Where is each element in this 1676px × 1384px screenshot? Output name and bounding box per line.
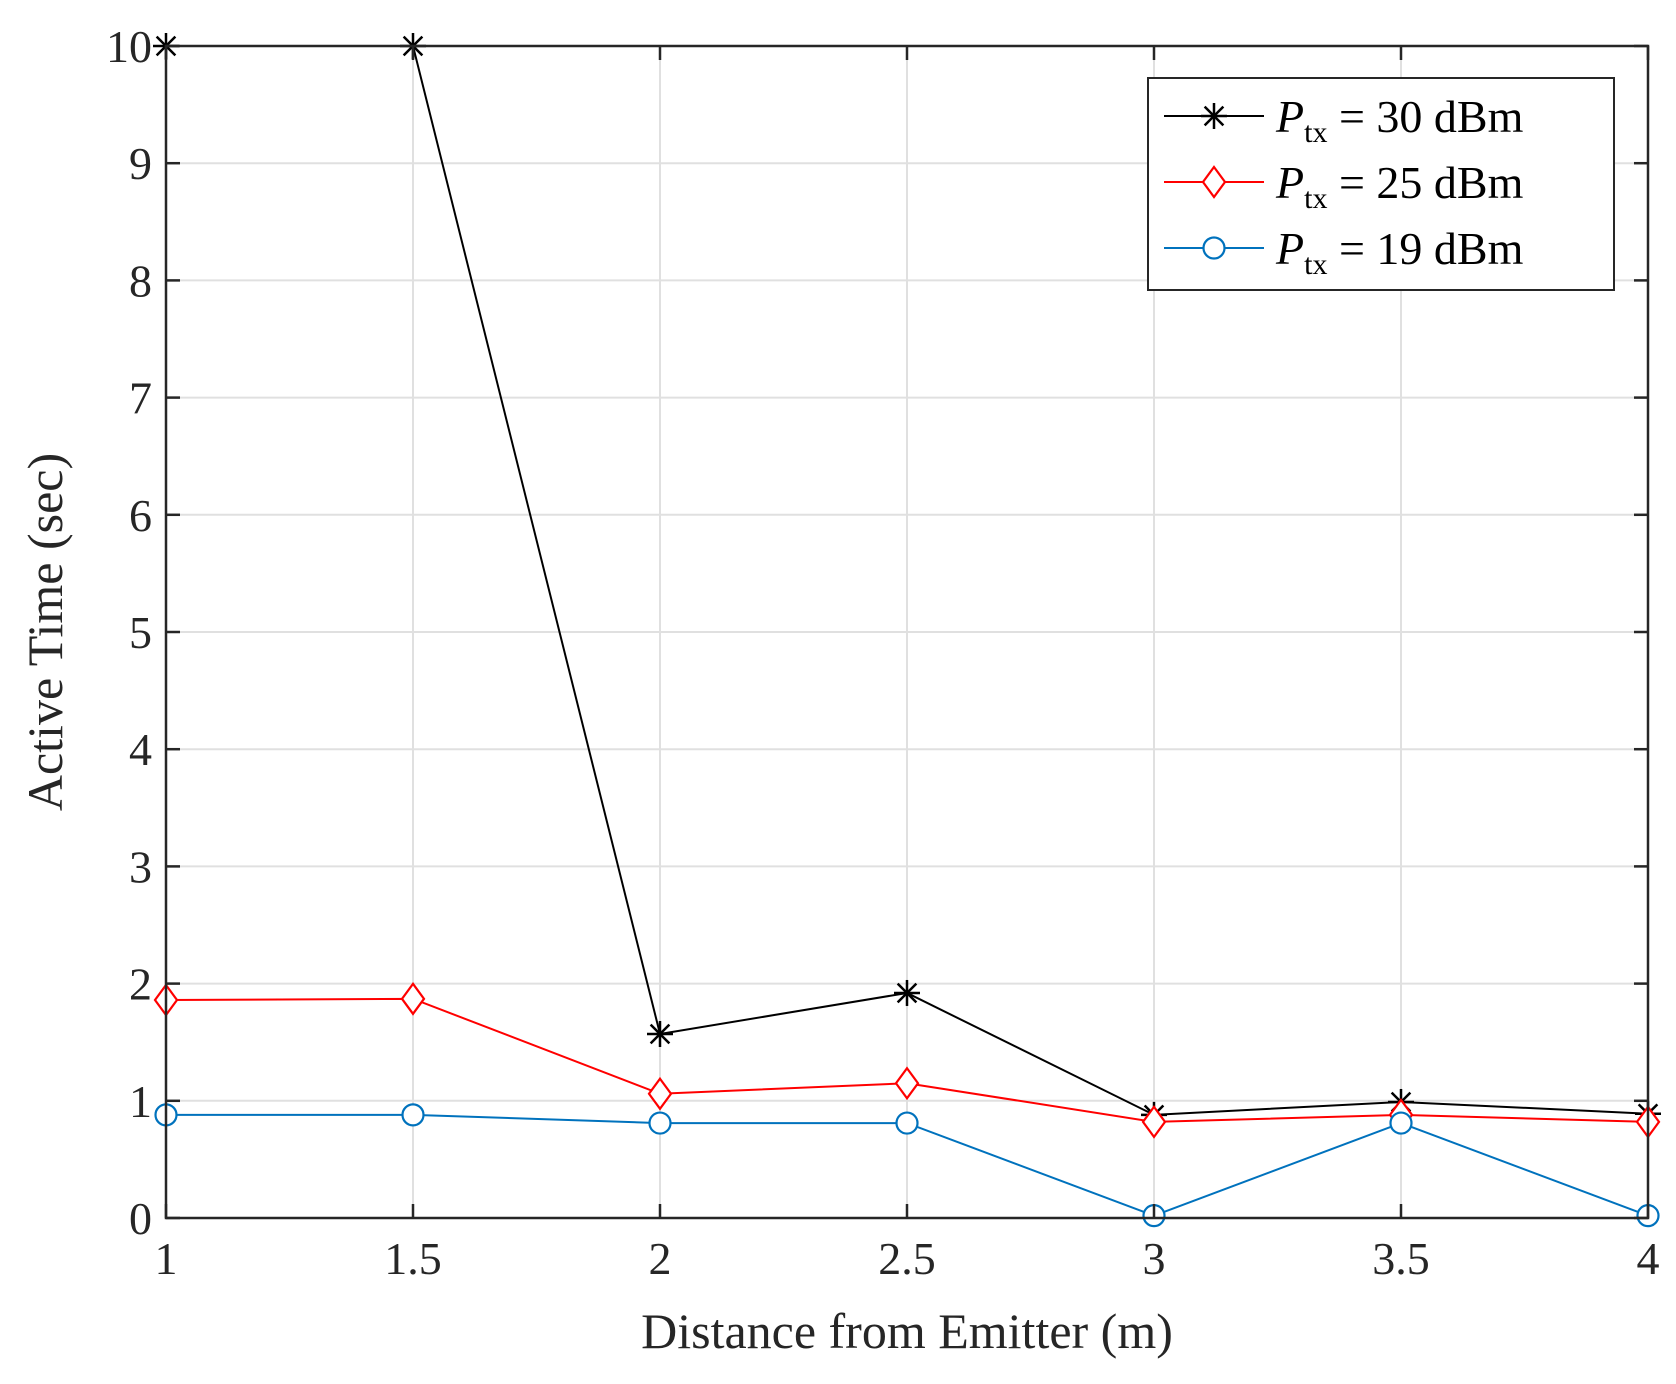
legend-marker <box>1201 103 1227 129</box>
data-point <box>894 1066 920 1101</box>
data-point <box>1141 1105 1167 1139</box>
legend-box <box>1147 77 1615 291</box>
x-tick-label: 1 <box>155 1233 178 1284</box>
y-tick-label: 8 <box>129 255 152 306</box>
legend-entry: Ptx = 19 dBm <box>1164 223 1524 281</box>
legend-marker <box>1201 165 1227 199</box>
legend-marker <box>1202 236 1226 260</box>
y-tick-label: 1 <box>129 1076 152 1127</box>
legend-label: Ptx = 19 dBm <box>1275 223 1524 281</box>
y-tick-label: 7 <box>129 373 152 424</box>
legend: Ptx = 30 dBm Ptx = 25 dBm Ptx = 19 dBm <box>1147 77 1615 291</box>
x-tick-label: 2 <box>649 1233 672 1284</box>
y-tick-label: 5 <box>129 607 152 658</box>
x-tick-label: 4 <box>1637 1233 1660 1284</box>
data-point <box>894 979 920 1006</box>
y-tick-label: 9 <box>129 138 152 189</box>
axis-ticks <box>164 44 1650 1220</box>
x-tick-label: 3 <box>1143 1233 1166 1284</box>
y-tick-label: 4 <box>129 724 152 775</box>
x-tick-label: 2.5 <box>878 1233 936 1284</box>
y-tick-label: 0 <box>129 1193 152 1244</box>
data-point <box>647 1020 673 1047</box>
legend-label: Ptx = 30 dBm <box>1275 91 1524 149</box>
legend-label: Ptx = 25 dBm <box>1275 157 1524 215</box>
legend-entry: Ptx = 30 dBm <box>1164 91 1524 149</box>
data-point <box>648 1111 672 1135</box>
y-tick-label: 2 <box>129 959 152 1010</box>
legend-entry: Ptx = 25 dBm <box>1164 157 1524 215</box>
x-axis-title: Distance from Emitter (m) <box>641 1303 1173 1359</box>
x-tick-label: 1.5 <box>384 1233 442 1284</box>
data-point <box>1389 1111 1413 1135</box>
y-tick-label: 10 <box>106 21 152 72</box>
data-point <box>647 1076 673 1111</box>
x-tick-label: 3.5 <box>1372 1233 1430 1284</box>
y-axis-title: Active Time (sec) <box>17 453 73 811</box>
data-point <box>400 981 426 1016</box>
y-tick-label: 3 <box>129 841 152 892</box>
data-point <box>401 1103 425 1127</box>
data-point <box>895 1111 919 1135</box>
y-tick-label: 6 <box>129 490 152 541</box>
